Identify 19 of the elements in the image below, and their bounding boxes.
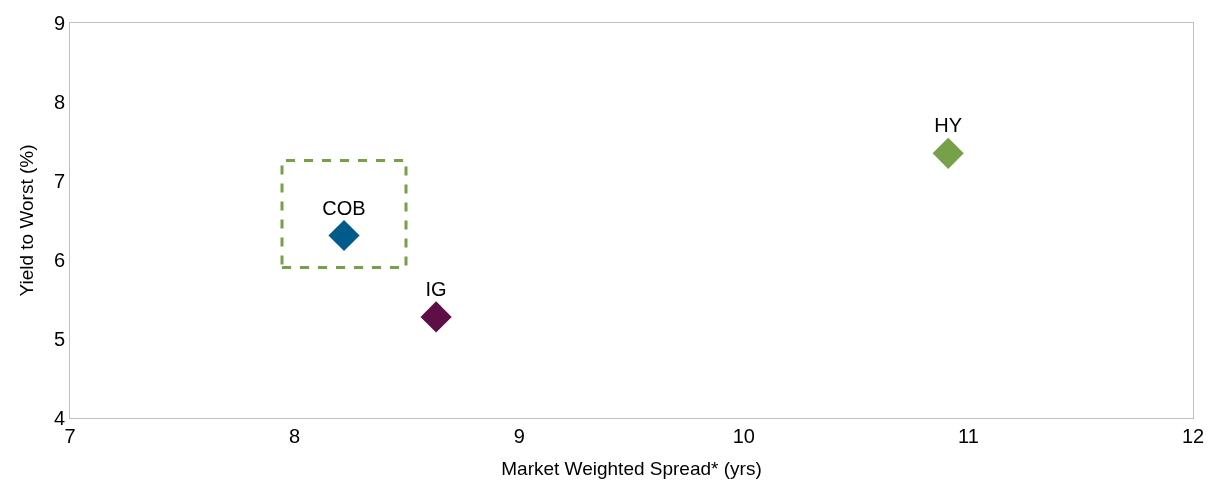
y-tick-label: 9: [53, 12, 65, 34]
x-tick-label: 11: [958, 425, 979, 447]
y-tick-label: 6: [53, 249, 65, 271]
point: [328, 219, 360, 252]
y-tick-label: 7: [53, 170, 65, 192]
x-tick-label: 10: [732, 425, 755, 447]
series-label: COB: [322, 196, 366, 219]
point: [420, 301, 452, 333]
x-axis-title: Market Weighted Spread* (yrs): [501, 457, 762, 479]
x-tick-label: 9: [513, 425, 525, 447]
y-tick-label: 5: [53, 328, 65, 350]
y-tick-label: 8: [53, 91, 65, 113]
x-tick-label: 8: [289, 425, 301, 447]
series-label: HY: [934, 114, 963, 137]
point: [932, 137, 964, 169]
y-axis-title: Yield to Worst (%): [15, 144, 37, 297]
y-tick-label: 4: [53, 407, 65, 429]
series-label: IG: [425, 277, 447, 300]
x-tick-label: 12: [1181, 425, 1205, 447]
